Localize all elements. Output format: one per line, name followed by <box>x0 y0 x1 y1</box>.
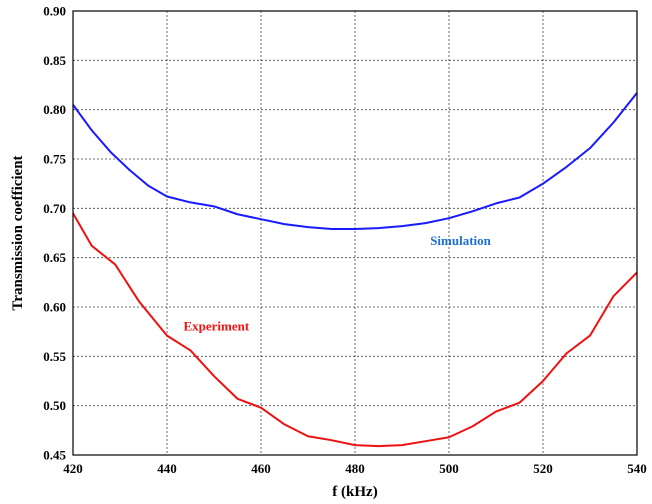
x-tick-label: 500 <box>439 461 459 476</box>
x-tick-label: 440 <box>157 461 177 476</box>
x-tick-label: 420 <box>63 461 83 476</box>
series-layer <box>72 92 638 448</box>
x-axis-title: f (kHz) <box>332 484 377 500</box>
y-tick-label: 0.85 <box>43 53 66 68</box>
x-tick-label: 540 <box>627 461 647 476</box>
x-tick-label: 480 <box>345 461 365 476</box>
series-label-simulation: Simulation <box>430 233 491 248</box>
series-line-experiment <box>72 212 638 448</box>
y-tick-label: 0.65 <box>43 250 66 265</box>
x-tick-label: 520 <box>533 461 553 476</box>
grid <box>73 11 637 455</box>
series-line-simulation <box>72 92 638 231</box>
y-tick-label: 0.45 <box>43 448 66 463</box>
y-tick-label: 0.55 <box>43 349 66 364</box>
y-tick-label: 0.75 <box>43 152 66 167</box>
x-tick-label: 460 <box>251 461 271 476</box>
y-tick-label: 0.80 <box>43 102 66 117</box>
y-tick-label: 0.90 <box>43 4 66 19</box>
plot-frame <box>72 10 638 456</box>
series-label-experiment: Experiment <box>183 319 249 334</box>
x-tick-labels: 420 440 460 480 500 520 540 <box>63 461 647 476</box>
y-tick-label: 0.70 <box>43 201 66 216</box>
y-axis-title: Transmission coefficient <box>10 155 26 310</box>
y-tick-labels: 0.45 0.50 0.55 0.60 0.65 0.70 0.75 0.80 0.85 0.90 <box>43 4 66 463</box>
y-tick-label: 0.60 <box>43 300 66 315</box>
y-tick-label: 0.50 <box>43 398 66 413</box>
